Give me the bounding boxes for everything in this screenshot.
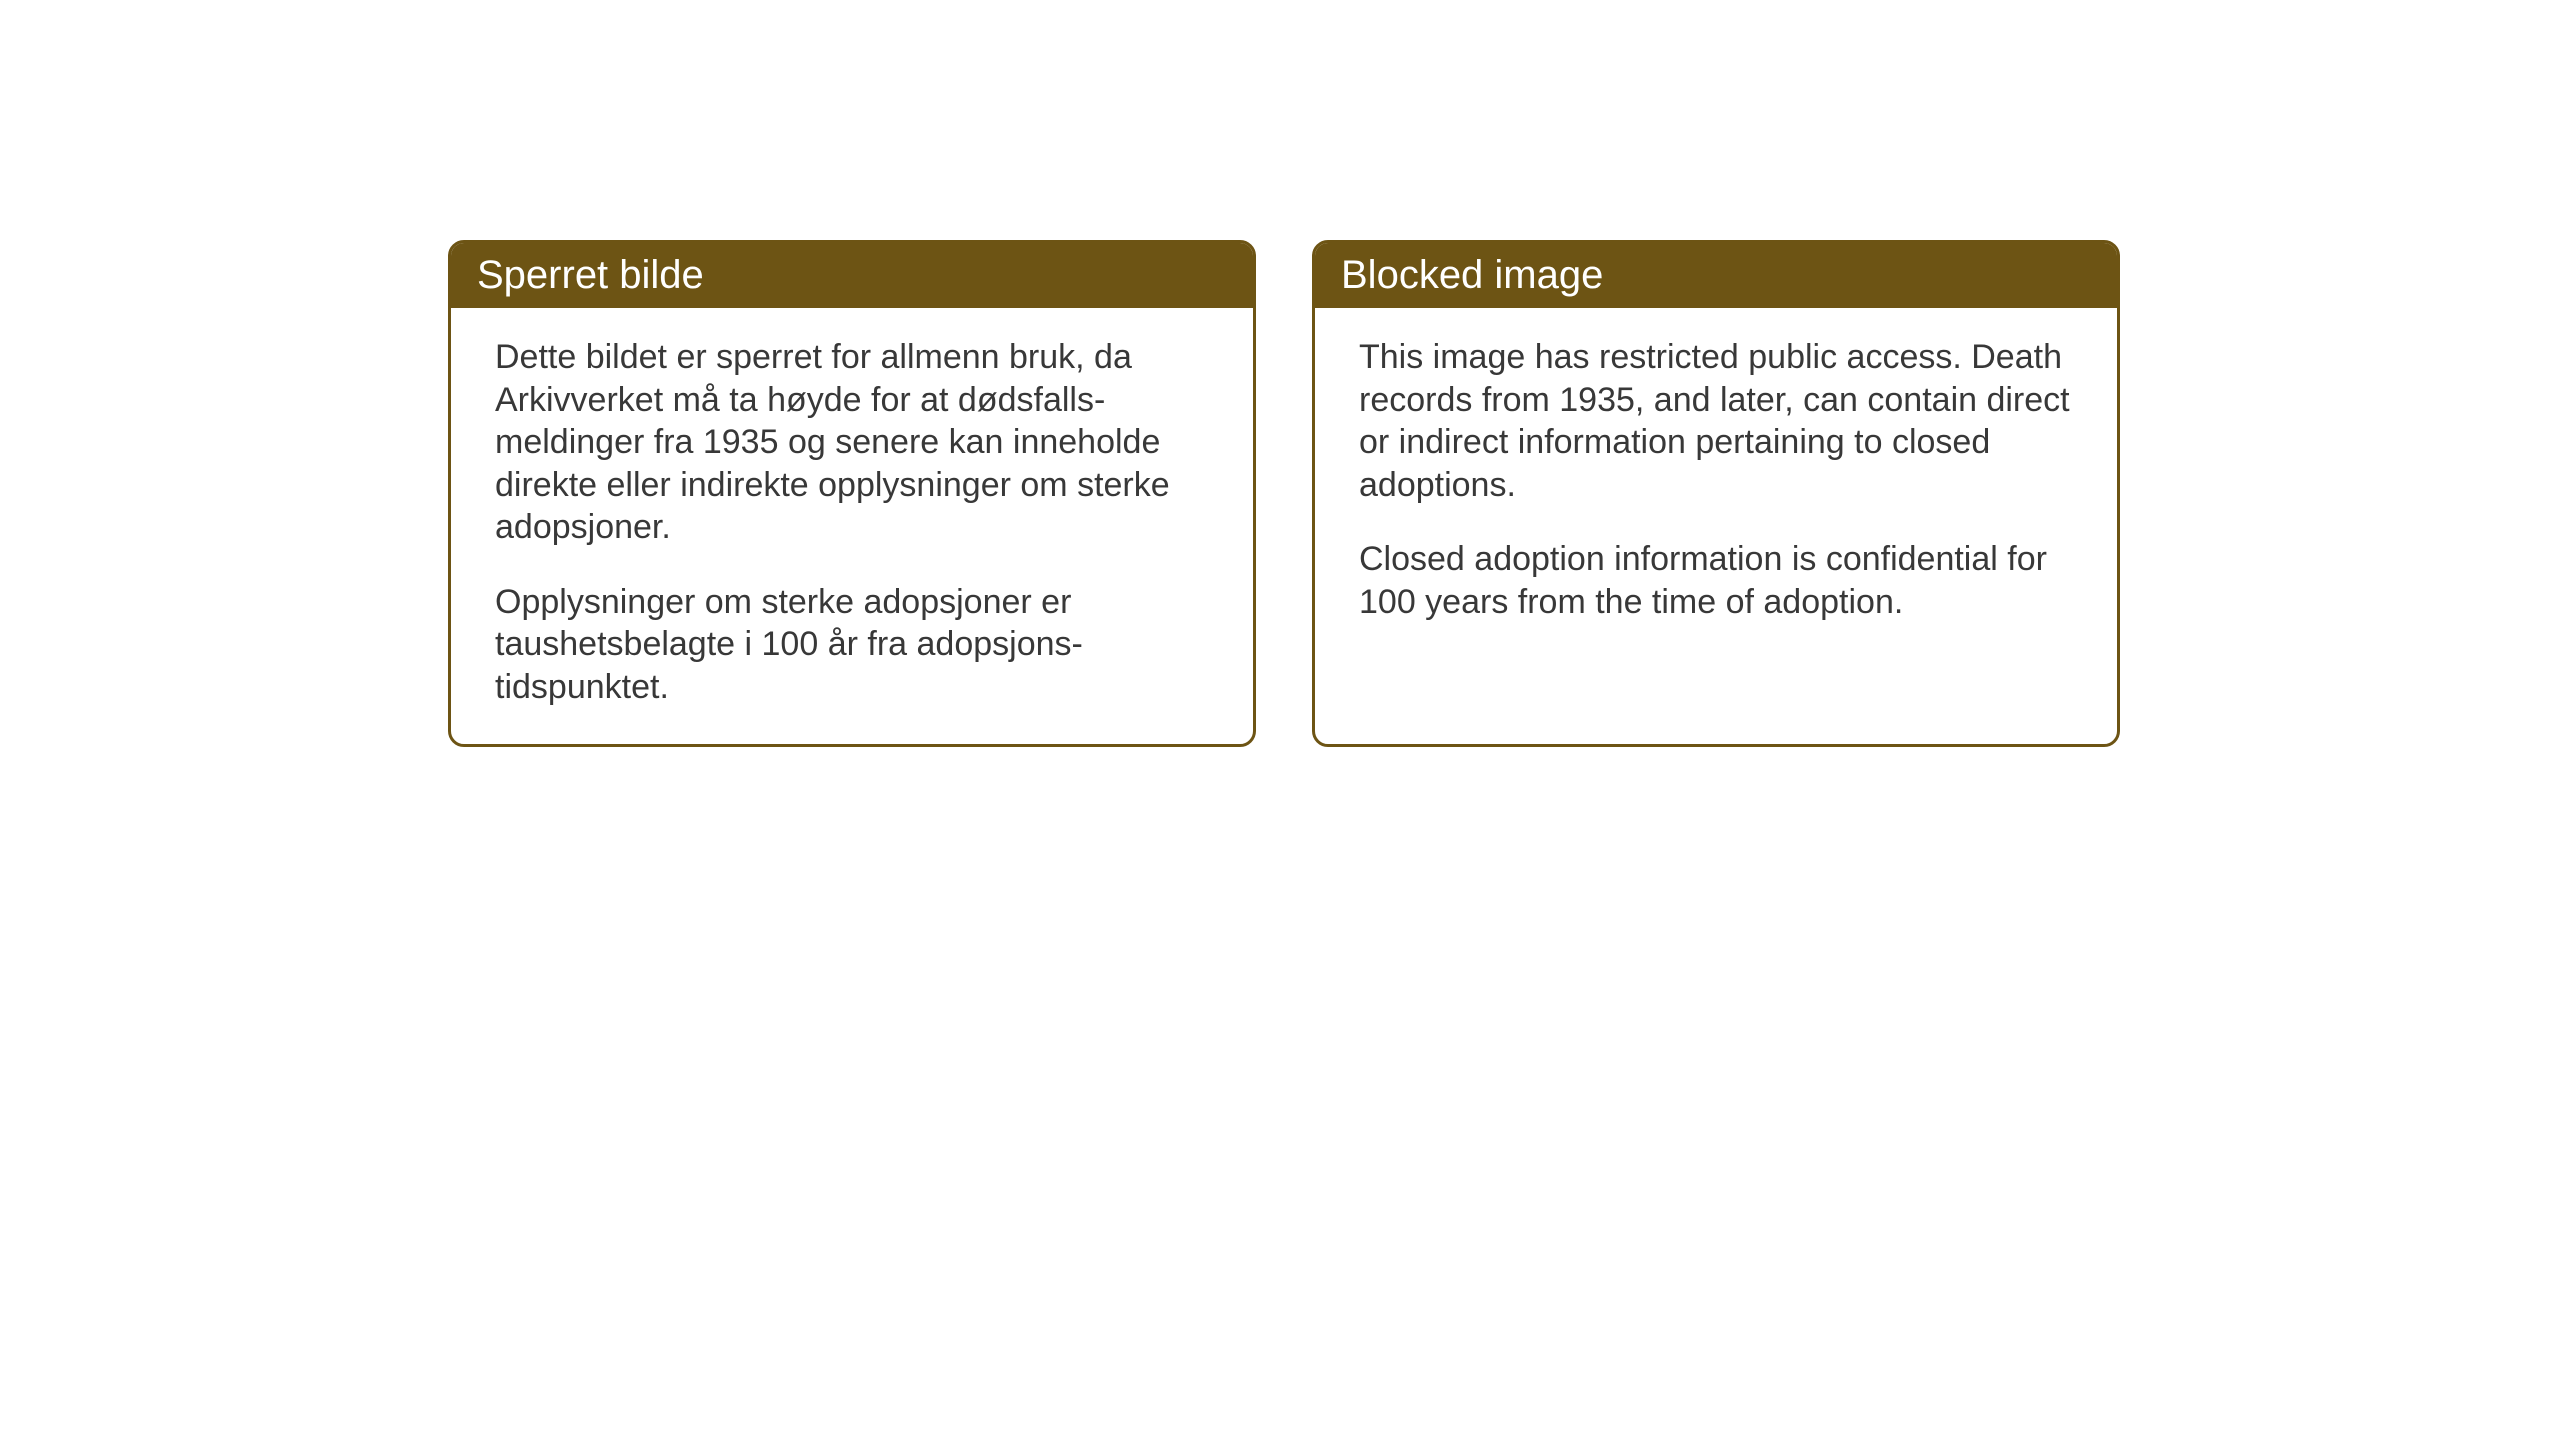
notice-paragraph-2-norwegian: Opplysninger om sterke adopsjoner er tau…	[495, 581, 1209, 709]
notice-header-english: Blocked image	[1315, 243, 2117, 308]
notice-paragraph-1-norwegian: Dette bildet er sperret for allmenn bruk…	[495, 336, 1209, 549]
notice-paragraph-1-english: This image has restricted public access.…	[1359, 336, 2073, 506]
notice-card-english: Blocked image This image has restricted …	[1312, 240, 2120, 747]
notice-body-english: This image has restricted public access.…	[1315, 308, 2117, 659]
notice-paragraph-2-english: Closed adoption information is confident…	[1359, 538, 2073, 623]
notice-body-norwegian: Dette bildet er sperret for allmenn bruk…	[451, 308, 1253, 744]
notice-title-norwegian: Sperret bilde	[477, 253, 704, 297]
notice-container: Sperret bilde Dette bildet er sperret fo…	[448, 240, 2120, 747]
notice-card-norwegian: Sperret bilde Dette bildet er sperret fo…	[448, 240, 1256, 747]
notice-header-norwegian: Sperret bilde	[451, 243, 1253, 308]
notice-title-english: Blocked image	[1341, 253, 1603, 297]
